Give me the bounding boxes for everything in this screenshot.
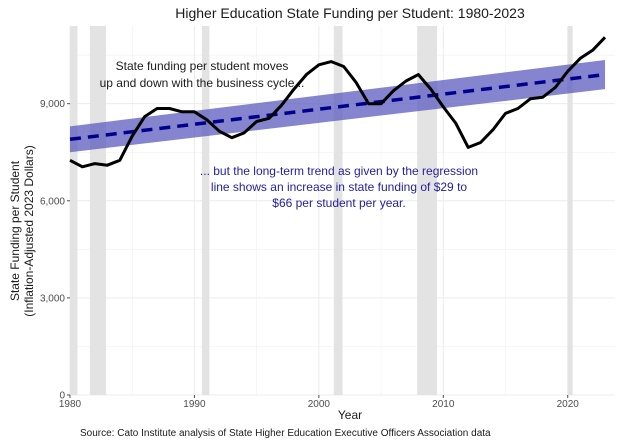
- y-axis-label-line2: (Inflation-Adjusted 2023 Dollars): [22, 145, 36, 316]
- y-tick-label-0: 0: [59, 391, 65, 402]
- x-tick-label-4: 2020: [557, 399, 580, 410]
- recession-bar-0: [70, 26, 78, 395]
- x-tick-label-1: 1990: [183, 399, 206, 410]
- y-axis-label-line1: State Funding per Student: [8, 160, 22, 301]
- funding-per-student-line: [69, 36, 607, 169]
- y-tick-label-2: 6,000: [40, 196, 65, 207]
- confidence-band-group: [70, 59, 606, 153]
- x-axis-label: Year: [338, 408, 362, 422]
- x-tick-label-0: 1980: [59, 399, 82, 410]
- annotation-business-cycle-line2: up and down with the business cycle...: [100, 76, 305, 90]
- y-axis-ticks: 0 3,000 6,000 9,000: [40, 99, 70, 402]
- funding-line-group: [69, 36, 607, 169]
- annotation-trend-line2: line shows an increase in state funding …: [211, 180, 467, 194]
- recession-bar-4: [417, 26, 438, 395]
- y-tick-label-1: 3,000: [40, 293, 65, 304]
- recession-bar-1: [89, 26, 107, 395]
- recession-bar-2: [201, 26, 210, 395]
- annotation-business-cycle: State funding per student moves up and d…: [100, 59, 305, 90]
- annotation-trend: ... but the long-term trend as given by …: [200, 164, 478, 210]
- annotation-trend-line3: $66 per student per year.: [272, 196, 405, 210]
- x-tick-label-2: 2000: [308, 399, 331, 410]
- x-tick-label-3: 2010: [432, 399, 455, 410]
- recession-bar-5: [567, 26, 573, 395]
- plot-area: [69, 26, 615, 396]
- x-axis-ticks: 1980 1990 2000 2010 2020: [59, 395, 579, 410]
- recession-bands: [70, 26, 573, 395]
- y-tick-label-3: 9,000: [40, 99, 65, 110]
- confidence-band: [70, 59, 606, 153]
- annotation-trend-line1: ... but the long-term trend as given by …: [200, 164, 478, 178]
- recession-bar-3: [333, 26, 343, 395]
- source-note: Source: Cato Institute analysis of State…: [80, 428, 491, 439]
- chart-title: Higher Education State Funding per Stude…: [175, 5, 525, 21]
- annotation-business-cycle-line1: State funding per student moves: [116, 59, 289, 73]
